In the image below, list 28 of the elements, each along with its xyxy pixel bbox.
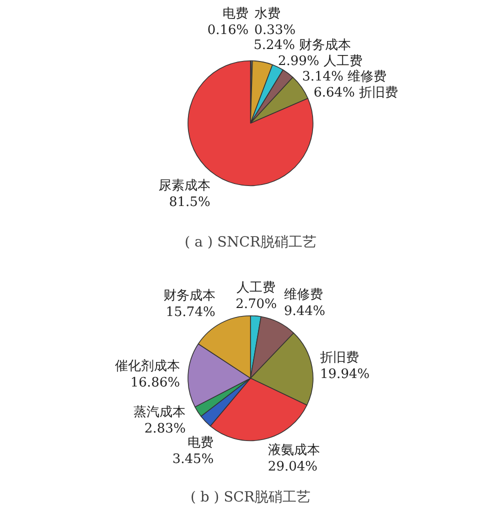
slice-label: 电费 <box>222 6 249 22</box>
slice-label: 5.24% 财务成本 <box>254 38 352 54</box>
slice-label: 液氨成本 <box>268 443 320 458</box>
data-label: 19.94% <box>320 366 370 382</box>
data-label: 15.74% <box>166 304 216 320</box>
data-label: 2.70% <box>236 296 277 312</box>
data-label: 81.5% <box>169 195 210 210</box>
slice-label: 电费 <box>188 436 214 451</box>
data-label: 29.04% <box>268 460 318 475</box>
slice-label: 人工费 <box>236 280 276 296</box>
slice-label: 折旧费 <box>320 350 360 366</box>
text: ( a ) SNCR脱硝工艺 <box>184 234 316 250</box>
data-label: 3.45% <box>172 452 214 468</box>
data-label: 2.83% <box>144 422 186 437</box>
slice-label: 维修费 <box>284 287 323 302</box>
text: ( b ) SCR脱硝工艺 <box>190 490 311 506</box>
data-label: 0.33% <box>254 22 296 38</box>
data-label: 16.86% <box>130 376 180 391</box>
slice-label: 水费 <box>254 6 280 22</box>
slice-label: 蒸汽成本 <box>134 405 186 420</box>
data-label: 0.16% <box>207 22 249 38</box>
slice-label: 6.64% 折旧费 <box>314 85 398 100</box>
slice-label: 财务成本 <box>163 288 216 304</box>
slice-label: 3.14% 维修费 <box>302 70 387 85</box>
slice-label: 2.99% 人工费 <box>278 54 362 69</box>
data-label: 9.44% <box>284 304 326 319</box>
slice-label: 催化剂成本 <box>114 358 180 374</box>
slice-label: 尿素成本 <box>158 178 210 194</box>
